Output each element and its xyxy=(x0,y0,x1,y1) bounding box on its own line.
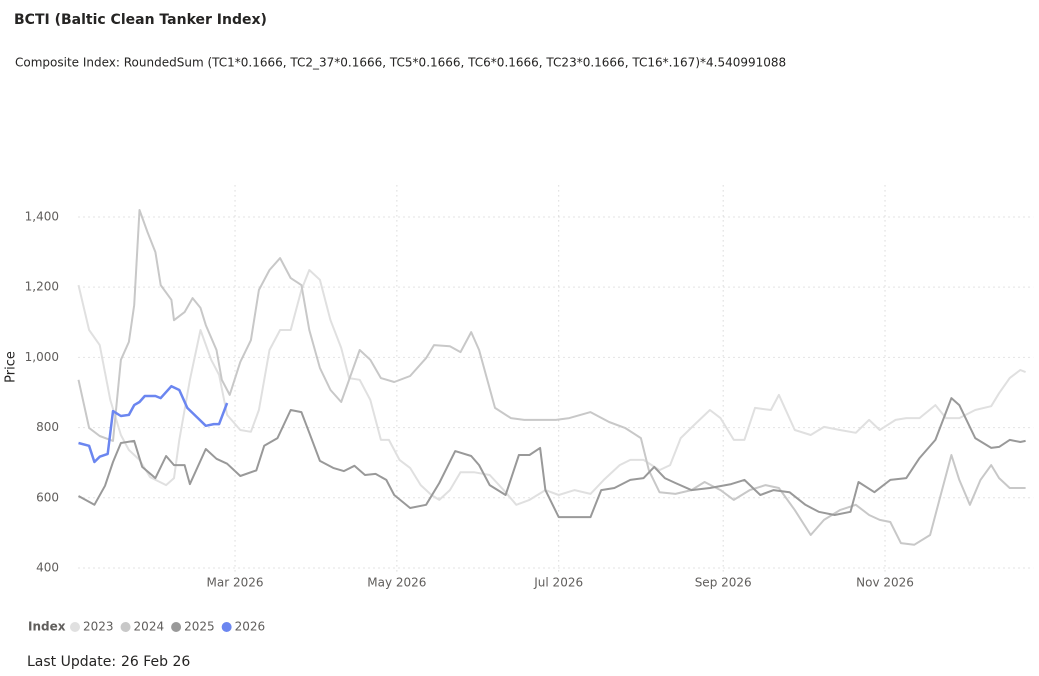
chart-title: BCTI (Baltic Clean Tanker Index) xyxy=(14,12,267,28)
y-tick-label: 1,400 xyxy=(25,209,59,223)
x-tick-label: Jul 2026 xyxy=(533,576,583,590)
legend-label: 2026 xyxy=(235,620,266,634)
x-tick-label: Mar 2026 xyxy=(207,576,264,590)
y-tick-label: 400 xyxy=(36,560,59,574)
y-tick-label: 600 xyxy=(36,490,59,504)
series-line xyxy=(77,209,1026,546)
legend-marker xyxy=(171,622,182,632)
y-tick-label: 800 xyxy=(36,420,59,434)
series-line xyxy=(78,397,1026,519)
x-tick-label: May 2026 xyxy=(367,576,426,590)
legend-title: Index xyxy=(28,620,66,634)
footer-value: 26 Feb 26 xyxy=(121,654,190,670)
legend-label: 2023 xyxy=(83,620,114,634)
series-line xyxy=(78,384,229,464)
footer-label: Last Update: xyxy=(27,654,116,670)
legend-label: 2024 xyxy=(134,620,165,634)
x-tick-label: Nov 2026 xyxy=(856,576,914,590)
y-tick-label: 1,000 xyxy=(25,350,59,364)
y-tick-label: 1,200 xyxy=(25,280,59,294)
y-axis-label: Price xyxy=(4,351,19,383)
legend-marker xyxy=(70,622,80,632)
series-line xyxy=(77,269,1026,506)
legend-label: 2025 xyxy=(184,620,215,634)
legend-marker xyxy=(221,622,232,632)
legend-marker xyxy=(120,622,131,632)
x-tick-label: Sep 2026 xyxy=(695,576,752,590)
chart-subtitle: Composite Index: RoundedSum (TC1*0.1666,… xyxy=(15,56,786,70)
